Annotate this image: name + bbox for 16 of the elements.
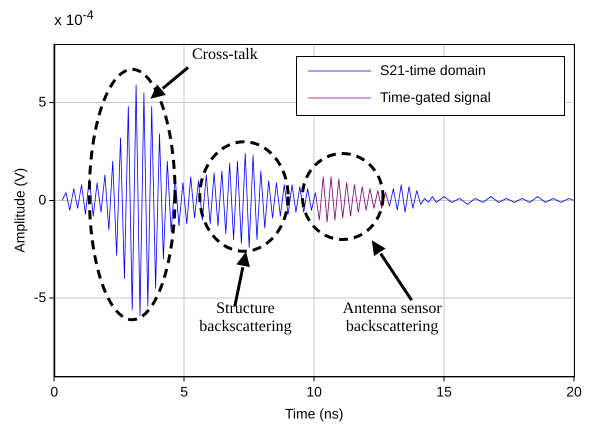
annotation: Structure backscattering xyxy=(199,300,292,336)
annotation: Cross-talk xyxy=(192,46,258,64)
x-tick-label: 20 xyxy=(566,384,582,400)
legend-label: Time-gated signal xyxy=(380,88,491,105)
y-tick-label: 0 xyxy=(38,191,46,208)
legend-label: S21-time domain xyxy=(380,62,486,78)
x-tick-label: 5 xyxy=(180,384,188,400)
y-tick-label: -5 xyxy=(34,289,46,306)
x-axis-title: Time (ns) xyxy=(284,405,344,422)
y-tick-label: 5 xyxy=(38,94,46,110)
y-axis-title: Amplitude (V) xyxy=(11,168,28,253)
text: x 10$^{-4}$ xyxy=(54,8,94,29)
annotation: Antenna sensor backscattering xyxy=(342,300,442,336)
x-tick-label: 0 xyxy=(50,384,58,400)
x-tick-label: 10 xyxy=(306,384,322,400)
x-tick-label: 15 xyxy=(436,384,452,400)
